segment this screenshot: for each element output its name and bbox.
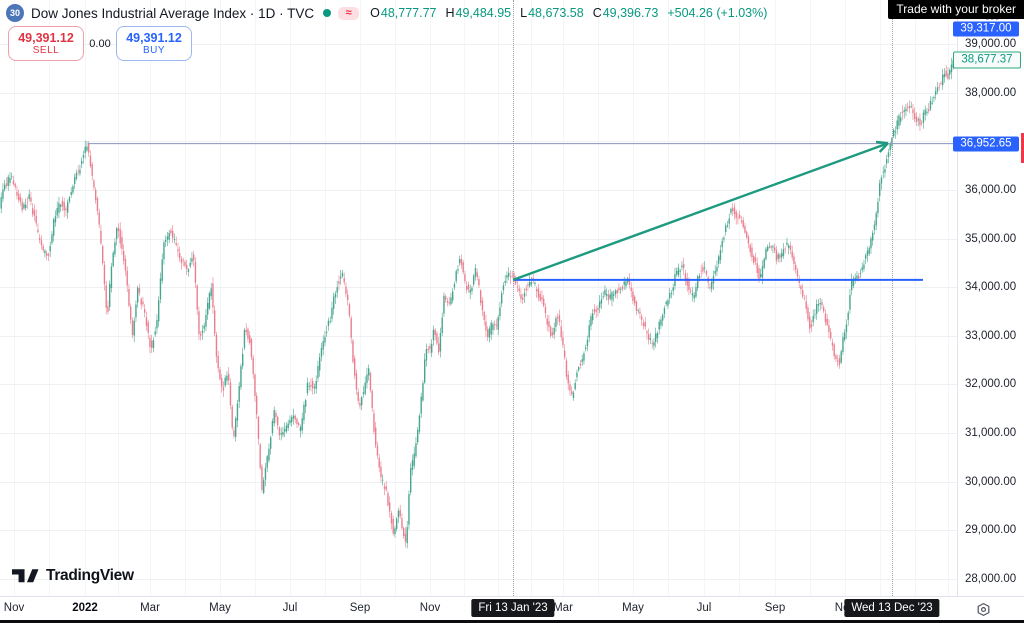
market-status-dot-icon[interactable] (323, 9, 332, 17)
price-label-chip[interactable]: 36,952.65 (953, 136, 1019, 152)
price-label-chip[interactable]: 39,317.00 (953, 21, 1019, 37)
price-label-chip[interactable]: 38,677.37 (953, 51, 1021, 69)
buy-price: 49,391.12 (126, 30, 182, 45)
price-axis-label: 30,000.00 (965, 475, 1017, 488)
price-axis-label: 39,000.00 (965, 38, 1017, 50)
time-axis-label: Jul (696, 602, 712, 614)
broker-tooltip[interactable]: Trade with your broker (888, 0, 1024, 19)
price-axis-label: 34,000.00 (965, 281, 1017, 294)
price-axis-label: 36,000.00 (965, 183, 1017, 196)
time-axis[interactable]: Nov2022MarMayJulSepNovMarMayJulSepNovFri… (0, 596, 957, 622)
price-axis-label: 32,000.00 (965, 378, 1017, 391)
approx-data-icon[interactable]: ≈ (338, 6, 360, 20)
notification-badge[interactable]: 30 (6, 4, 24, 22)
time-axis-label: Sep (349, 602, 371, 614)
close-value: 49,396.73 (602, 6, 659, 20)
price-axis-label: 33,000.00 (965, 329, 1017, 342)
time-axis-label: May (622, 602, 644, 614)
close-label: C (592, 6, 602, 20)
date-label-chip[interactable]: Fri 13 Jan '23 (471, 599, 555, 617)
time-axis-label: Mar (553, 602, 573, 614)
price-axis[interactable]: 39,000.00 38,000.00 36,000.00 35,000.00 34,0… (953, 0, 1024, 621)
price-axis-label: 35,000.00 (965, 232, 1017, 245)
high-label: H (445, 6, 455, 20)
tradingview-logo-text: TradingView (46, 567, 134, 584)
candlestick-canvas[interactable] (0, 0, 957, 596)
tradingview-logo[interactable]: TradingView (12, 567, 134, 585)
spread-value: 0.00 (89, 37, 111, 50)
price-axis-label: 29,000.00 (965, 524, 1017, 537)
dotted-vertical-date-line[interactable] (892, 0, 893, 596)
ohlc-values: O 48,777.77 H 49,484.95 L 48,673.58 C 49,396… (370, 6, 767, 20)
time-axis-label: Sep (764, 602, 786, 614)
sell-label: SELL (32, 44, 60, 56)
time-axis-label: May (209, 602, 231, 614)
chart-plot-area[interactable] (0, 0, 957, 596)
scrollbar-price-marker (1021, 133, 1024, 163)
open-label: O (370, 6, 380, 20)
time-axis-label: Jul (282, 602, 298, 614)
time-axis-label: Nov (3, 602, 25, 614)
date-label-chip[interactable]: Wed 13 Dec '23 (844, 599, 940, 617)
price-axis-label: 31,000.00 (965, 427, 1017, 440)
buy-label: BUY (142, 44, 166, 56)
time-axis-label: Mar (140, 602, 160, 614)
window-bottom-edge (0, 620, 1024, 623)
low-value: 48,673.58 (528, 6, 584, 20)
axis-settings-gear-icon[interactable] (976, 602, 991, 617)
change-value: +504.26 (+1.03%) (667, 6, 768, 20)
low-label: L (520, 6, 528, 20)
buy-button[interactable]: 49,391.12 BUY (116, 26, 192, 61)
symbol-header: 30 Dow Jones Industrial Average Index · … (6, 4, 767, 22)
open-value: 48,777.77 (380, 6, 437, 20)
trade-panel: 49,391.12 SELL 0.00 49,391.12 BUY (8, 26, 192, 61)
high-value: 49,484.95 (455, 6, 512, 20)
time-axis-label: 2022 (72, 602, 98, 614)
axis-corner (957, 596, 1024, 622)
tradingview-logo-icon (12, 569, 39, 583)
sell-button[interactable]: 49,391.12 SELL (8, 26, 84, 61)
dotted-vertical-date-line[interactable] (513, 0, 514, 596)
symbol-title[interactable]: Dow Jones Industrial Average Index · 1D … (31, 5, 315, 21)
price-axis-label: 28,000.00 (965, 573, 1017, 585)
price-axis-label: 38,000.00 (965, 86, 1017, 99)
time-axis-label: Nov (419, 602, 441, 614)
sell-price: 49,391.12 (18, 30, 74, 45)
